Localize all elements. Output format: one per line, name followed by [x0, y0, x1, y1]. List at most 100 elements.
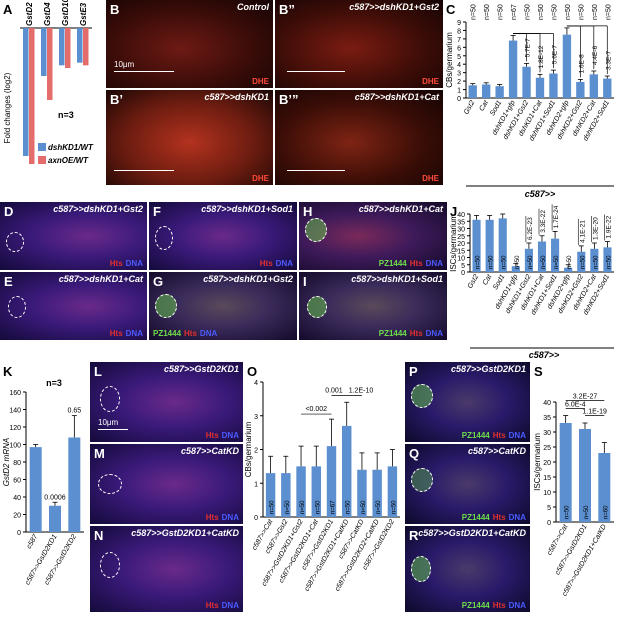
bar — [23, 28, 29, 156]
y-axis-label: GstD2 mRNA — [2, 438, 11, 486]
y-tick-label: 0 — [461, 270, 465, 277]
y-tick-label: 30 — [543, 430, 551, 437]
y-tick-label: 1 — [254, 481, 258, 488]
dna-label: DNA — [221, 601, 239, 610]
p-value: 4.4E-6 — [592, 45, 599, 65]
dhe-label: DHE — [252, 77, 269, 86]
y-axis-label: ISCs/germarium — [533, 433, 542, 491]
y-tick-label: 0 — [547, 520, 551, 527]
micrograph-title: c587>>GstD2KD1+CatKD — [131, 528, 239, 538]
niche-outline — [155, 226, 173, 250]
x-tick-label: Cat — [478, 99, 490, 113]
n-label: n=50 — [567, 255, 573, 269]
pz1444-label: PZ1444 — [461, 431, 490, 440]
bar — [29, 28, 35, 164]
bar — [562, 34, 572, 98]
panel-letter-a: A — [3, 2, 13, 17]
n-label: n=50 — [346, 500, 352, 514]
hts-label: Hts — [492, 431, 506, 440]
panel-letter-g: G — [153, 274, 164, 289]
n-label: n=50 — [489, 255, 495, 269]
panel-a: A GstD2 GstD4 GstD10 GstE3 Fold changes (log… — [0, 0, 104, 200]
panel-c: C 0 1 2 3 4 5 6 7 8 9 CBs/germarium Gst2 Cat Sod1 dshK… — [444, 0, 617, 200]
panel-letter-e: E — [4, 274, 13, 289]
y-tick-label: 40 — [543, 400, 551, 407]
dna-label: DNA — [125, 259, 143, 268]
x-tick-label: c587 — [26, 533, 40, 551]
dna-label: DNA — [275, 259, 293, 268]
p-value: 1.7E-24 — [553, 205, 560, 228]
scale-bar-label: 10μm — [114, 60, 135, 69]
micrograph-title: c587>>dshKD1 — [204, 92, 269, 102]
panel-letter-j: J — [450, 204, 458, 219]
stain-label: Hts DNA — [257, 259, 293, 268]
y-tick-label: 3 — [457, 71, 461, 78]
stain-label: PZ1444 Hts DNA — [376, 259, 443, 268]
dna-label: DNA — [508, 601, 526, 610]
n-label: n=50 — [593, 255, 599, 269]
stain-label: Hts DNA — [203, 601, 239, 610]
bar — [265, 473, 276, 517]
panel-letter-p: P — [409, 364, 418, 379]
panel-letter-q: Q — [409, 446, 420, 461]
x-tick-label: Gst2 — [463, 99, 477, 115]
bar — [49, 505, 61, 532]
n-label: n=50 — [525, 4, 532, 20]
panel-letter-h: H — [303, 204, 313, 219]
panel-letter-i: I — [303, 274, 307, 289]
dna-label: DNA — [425, 329, 443, 338]
pz1444-label: PZ1444 — [461, 601, 490, 610]
n-label: n=50 — [376, 500, 382, 514]
bar — [326, 446, 337, 517]
n-label: n=50 — [551, 4, 558, 20]
bar — [372, 469, 382, 517]
y-tick-label: 7 — [457, 37, 461, 44]
bar — [564, 267, 573, 272]
niche-outline — [305, 218, 327, 242]
hts-label: Hts — [409, 329, 423, 338]
bar — [342, 425, 352, 517]
scale-bar-line — [98, 429, 128, 430]
hts-label: Hts — [109, 259, 123, 268]
stain-label: PZ1444 Hts DNA — [376, 329, 443, 338]
y-tick-label: 0 — [457, 96, 461, 103]
n-label: n=50 — [471, 4, 478, 20]
bar — [498, 218, 507, 272]
y-tick-label: 1 — [457, 88, 461, 95]
panel-letter-s: S — [534, 364, 543, 379]
panel-letter-n: N — [94, 528, 104, 543]
p-value: 3.3E-7 — [605, 51, 612, 71]
annotation: n=3 — [46, 378, 62, 388]
y-tick-label: 25 — [543, 445, 551, 452]
bar — [47, 28, 53, 100]
stain-label: PZ1444 Hts DNA — [459, 431, 526, 440]
bracket-line — [114, 170, 174, 171]
legend-swatch — [38, 156, 46, 164]
n-label: n=50 — [498, 4, 505, 20]
bar — [59, 28, 65, 66]
micrograph-title: c587>>GstD2KD1 — [163, 364, 239, 374]
p-value: 1.2E-10 — [349, 388, 374, 395]
panel-j: J 0 5 10 15 20 25 30 35 40 ISCs/germarium n=50 Gst2… — [448, 202, 617, 360]
micrograph-title: Control — [237, 2, 269, 12]
p-value: 1.3E-20 — [592, 217, 599, 240]
micrograph-r: R c587>>GstD2KD1+CatKD PZ1444 Hts DNA — [405, 526, 530, 612]
scale-bar-line — [114, 71, 174, 72]
stain-label: PZ1444 Hts DNA — [459, 513, 526, 522]
n-label: n=50 — [606, 255, 612, 269]
bar — [576, 81, 585, 98]
y-tick-label: 4 — [457, 62, 461, 69]
y-axis-label: CBs/germarium — [445, 32, 454, 88]
bar — [577, 251, 586, 272]
bar — [472, 219, 481, 272]
p-value: <0.002 — [305, 406, 327, 413]
micrograph-title: c587>>dshKD1+Cat — [354, 92, 439, 102]
y-tick-label: 20 — [13, 513, 21, 520]
bar — [485, 219, 494, 272]
p-value: 3.2E-27 — [573, 394, 598, 401]
n-label: n=50 — [361, 500, 367, 514]
panel-letter-b3: B” — [279, 2, 295, 17]
bar — [551, 238, 560, 272]
category-label: GstE3 — [79, 2, 88, 26]
